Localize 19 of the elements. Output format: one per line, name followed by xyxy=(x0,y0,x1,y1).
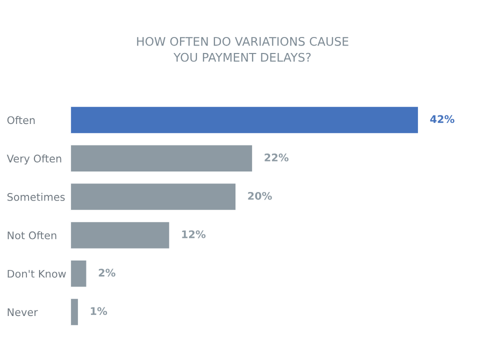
y-tick-label: Never xyxy=(8,308,38,316)
bar xyxy=(70,105,420,135)
bar xyxy=(70,297,80,327)
data-label: 2% xyxy=(98,268,116,277)
bar xyxy=(70,220,171,250)
chart-title: HOW OFTEN DO VARIATIONS CAUSE YOU PAYMENT DELAYS? xyxy=(137,36,348,62)
y-tick-label: Sometimes xyxy=(7,192,65,201)
data-label: 42% xyxy=(430,115,454,124)
y-tick-label: Often xyxy=(7,116,35,124)
bar xyxy=(70,144,254,173)
y-tick-label: Not Often xyxy=(8,231,56,240)
y-tick-label: Very Often xyxy=(6,154,62,165)
data-label: 20% xyxy=(248,192,272,200)
data-label: 12% xyxy=(182,230,206,238)
data-label: 1% xyxy=(90,307,108,316)
data-label: 22% xyxy=(264,154,288,162)
bar xyxy=(70,182,237,212)
bar xyxy=(70,259,88,288)
y-tick-label: Don't Know xyxy=(8,270,66,278)
